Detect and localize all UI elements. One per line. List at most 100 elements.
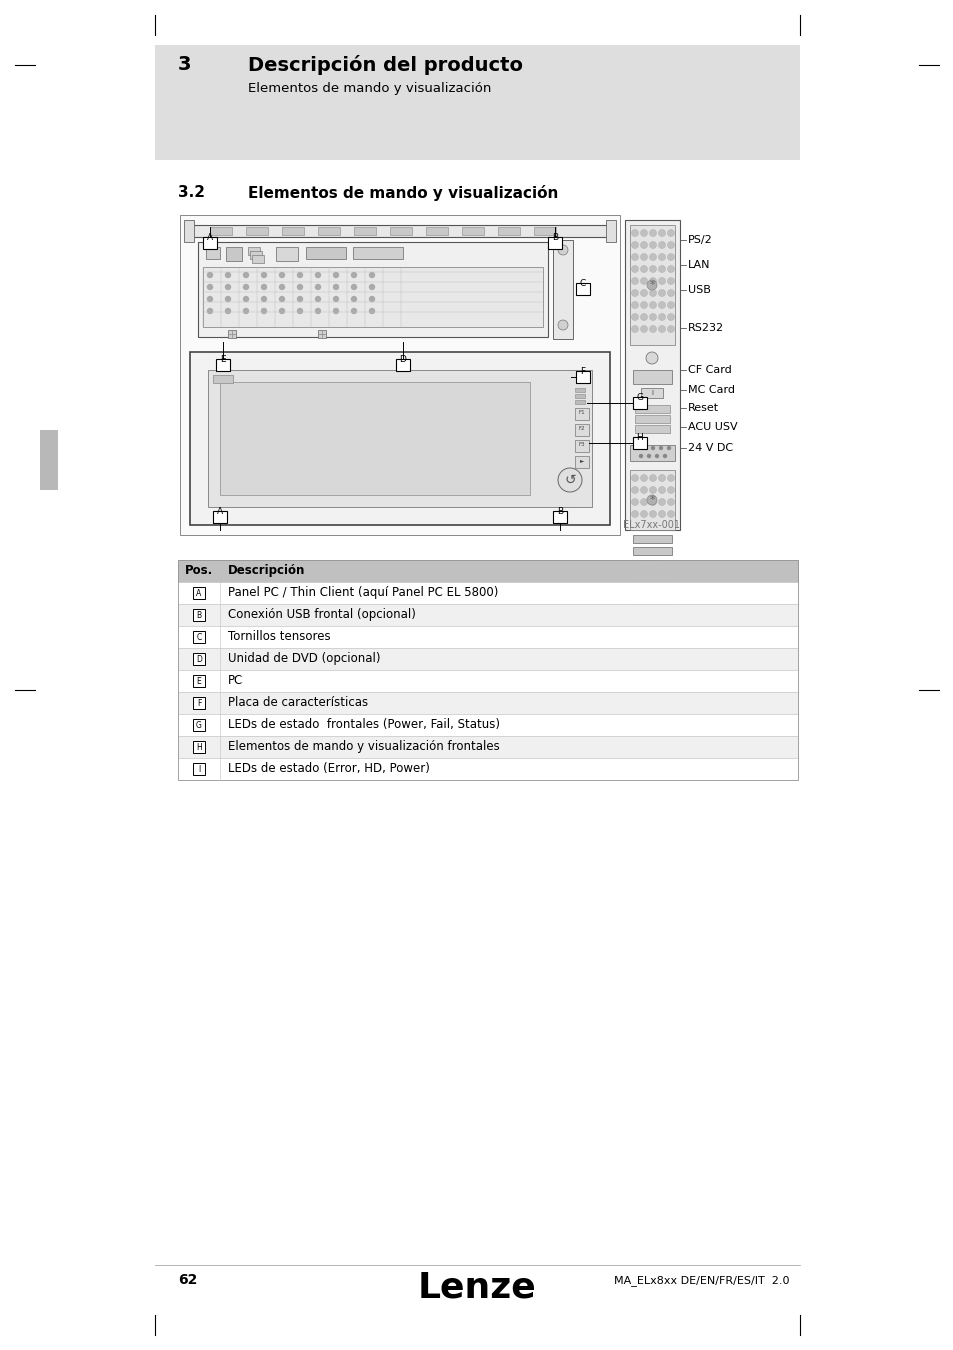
Text: Unidad de DVD (opcional): Unidad de DVD (opcional)	[228, 652, 380, 666]
Bar	[190, 352, 609, 525]
Circle shape	[658, 313, 665, 320]
Circle shape	[651, 594, 654, 597]
Circle shape	[667, 254, 674, 261]
Text: ►: ►	[579, 458, 583, 463]
Bar	[575, 400, 584, 404]
Circle shape	[297, 273, 302, 278]
Text: ELx7xx-001: ELx7xx-001	[622, 520, 679, 531]
Bar	[178, 560, 797, 780]
Text: *: *	[648, 279, 654, 290]
Circle shape	[659, 447, 661, 450]
Bar	[178, 670, 797, 693]
Circle shape	[649, 486, 656, 494]
Text: USB: USB	[687, 285, 710, 296]
Circle shape	[658, 289, 665, 297]
Circle shape	[351, 285, 356, 289]
Bar	[575, 387, 584, 392]
Bar	[635, 425, 669, 433]
Text: RS232: RS232	[687, 323, 723, 333]
Circle shape	[639, 289, 647, 297]
Bar	[317, 329, 326, 338]
Bar	[547, 238, 561, 248]
Circle shape	[649, 498, 656, 505]
Circle shape	[658, 230, 665, 236]
Circle shape	[279, 285, 284, 289]
Bar	[534, 227, 556, 235]
Bar	[605, 220, 616, 242]
Circle shape	[643, 599, 646, 602]
Bar	[193, 741, 205, 753]
Bar	[210, 227, 232, 235]
Text: 24 V DC: 24 V DC	[687, 443, 732, 454]
Circle shape	[659, 575, 662, 579]
Circle shape	[279, 273, 284, 278]
Text: I: I	[650, 390, 652, 396]
Circle shape	[659, 594, 661, 597]
Bar	[228, 329, 235, 338]
Text: Placa de características: Placa de características	[228, 697, 368, 709]
Circle shape	[225, 309, 231, 313]
Text: Descripción: Descripción	[228, 564, 305, 576]
Bar	[178, 560, 797, 582]
Circle shape	[369, 309, 375, 313]
Bar	[154, 45, 800, 161]
Circle shape	[639, 498, 647, 505]
Text: Elementos de mando y visualización frontales: Elementos de mando y visualización front…	[228, 740, 499, 753]
Circle shape	[334, 285, 338, 289]
Text: D: D	[399, 355, 406, 363]
Text: Tornillos tensores: Tornillos tensores	[228, 630, 331, 643]
Bar	[193, 630, 205, 643]
Bar	[576, 371, 589, 383]
Bar	[629, 225, 675, 346]
Bar	[178, 714, 797, 736]
Bar	[629, 470, 675, 531]
Circle shape	[369, 285, 375, 289]
Circle shape	[639, 510, 647, 517]
Bar	[575, 456, 588, 468]
Bar	[178, 693, 797, 714]
Circle shape	[658, 301, 665, 309]
Text: A: A	[216, 506, 223, 516]
Circle shape	[649, 278, 656, 285]
Text: H: H	[196, 743, 202, 752]
Bar	[353, 247, 402, 259]
Circle shape	[649, 301, 656, 309]
Circle shape	[651, 599, 654, 602]
Circle shape	[635, 447, 638, 450]
Circle shape	[369, 273, 375, 278]
Bar	[193, 697, 205, 709]
Bar	[640, 387, 662, 398]
Bar	[178, 757, 797, 780]
Text: PS/2: PS/2	[687, 235, 712, 244]
Circle shape	[667, 325, 674, 332]
Circle shape	[279, 309, 284, 313]
Circle shape	[667, 498, 674, 505]
Circle shape	[655, 455, 658, 458]
Bar	[208, 370, 592, 508]
Circle shape	[243, 297, 248, 301]
Bar	[206, 247, 220, 259]
Circle shape	[639, 266, 647, 273]
Text: LEDs de estado (Error, HD, Power): LEDs de estado (Error, HD, Power)	[228, 761, 430, 775]
Circle shape	[558, 468, 581, 491]
Bar	[193, 609, 205, 621]
Bar	[226, 247, 242, 261]
Bar	[248, 247, 260, 255]
Text: H: H	[636, 432, 642, 441]
Bar	[275, 247, 297, 261]
Bar	[575, 408, 588, 420]
Circle shape	[297, 309, 302, 313]
Circle shape	[297, 285, 302, 289]
Circle shape	[631, 266, 638, 273]
Text: Conexión USB frontal (opcional): Conexión USB frontal (opcional)	[228, 608, 416, 621]
Bar	[576, 284, 589, 296]
Bar	[178, 648, 797, 670]
Bar	[213, 512, 227, 522]
Text: 62: 62	[178, 1273, 197, 1287]
Circle shape	[639, 474, 647, 482]
Circle shape	[649, 266, 656, 273]
Circle shape	[243, 273, 248, 278]
Circle shape	[635, 594, 638, 597]
Text: G: G	[196, 721, 202, 729]
Bar	[193, 653, 205, 666]
